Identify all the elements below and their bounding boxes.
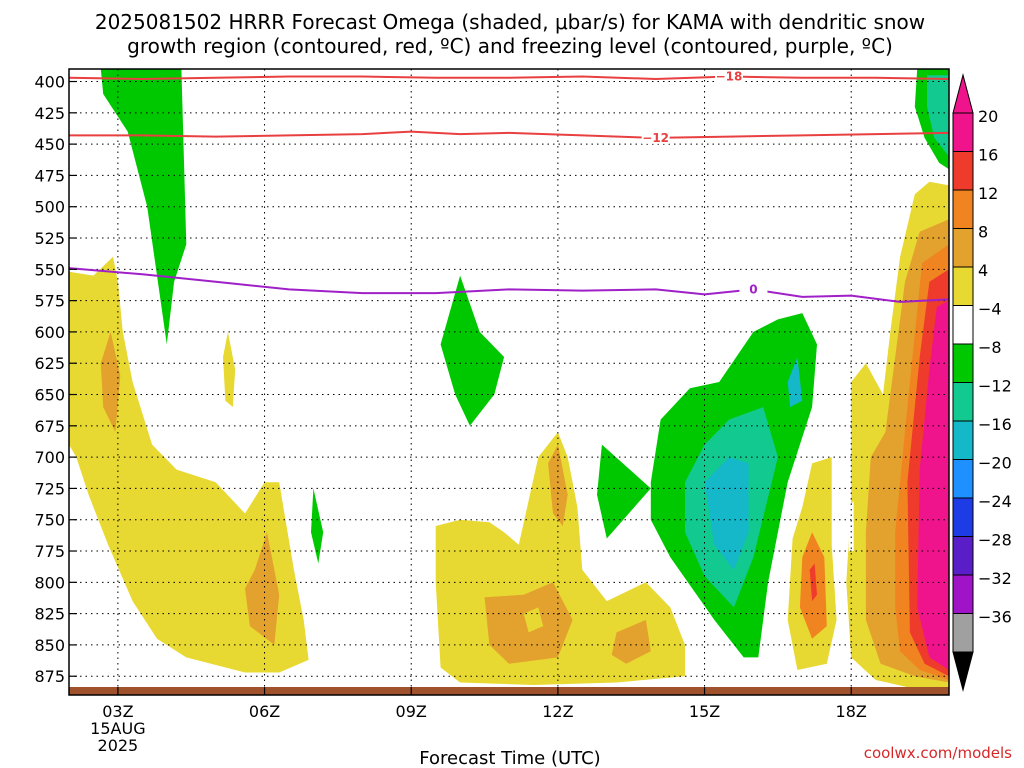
x-tick-label: 15Z <box>689 702 720 721</box>
y-tick-label: 775 <box>34 542 65 561</box>
colorbar-swatch <box>952 497 974 537</box>
omega-region-18 <box>523 607 544 633</box>
colorbar-top-arrow <box>952 73 974 114</box>
colorbar-label: 20 <box>978 107 998 126</box>
y-tick-label: 600 <box>34 323 65 342</box>
omega-region-3 <box>440 275 505 426</box>
credit-text: coolwx.com/models <box>864 744 1012 762</box>
y-tick-label: 825 <box>34 605 65 624</box>
colorbar-swatch <box>952 382 974 422</box>
x-tick-sublabel: 2025 <box>98 736 139 755</box>
colorbar-swatch <box>952 228 974 268</box>
colorbar-label: −36 <box>978 608 1012 627</box>
omega-region-5 <box>597 444 651 539</box>
contour-label-1: −12 <box>642 131 669 145</box>
colorbar-swatch <box>952 459 974 499</box>
x-tick-sublabel: 15AUG <box>90 719 145 738</box>
gridlines <box>69 69 949 695</box>
contour-line-1 <box>69 130 949 139</box>
y-tick-label: 650 <box>34 386 65 405</box>
omega-region-13 <box>223 331 236 407</box>
contour-line-2 <box>69 267 949 303</box>
chart-title-line-2: growth region (contoured, red, ºC) and f… <box>127 34 893 58</box>
y-tick-label: 500 <box>34 198 65 217</box>
x-axis-label: Forecast Time (UTC) <box>419 748 600 768</box>
omega-region-17 <box>611 619 651 664</box>
y-tick-label: 425 <box>34 104 65 123</box>
colorbar-swatch <box>952 189 974 229</box>
colorbar-swatch <box>952 266 974 306</box>
x-tick-label: 18Z <box>836 702 867 721</box>
colorbar-swatch <box>952 574 974 614</box>
y-tick-label: 625 <box>34 354 65 373</box>
x-tick-label: 03Z <box>102 702 133 721</box>
x-tick-label: 12Z <box>542 702 573 721</box>
omega-shading <box>69 69 949 689</box>
colorbar-swatch <box>952 343 974 383</box>
omega-region-15 <box>548 444 568 526</box>
temperature-contours: −18 −12 0 <box>69 69 949 303</box>
y-tick-label: 800 <box>34 573 65 592</box>
colorbar-label: −28 <box>978 531 1012 550</box>
colorbar-swatch <box>952 305 974 345</box>
colorbar-label: −24 <box>978 492 1012 511</box>
omega-colorbar: 20 16 12 8 4 −4 −8 −12 −16 −20 −24 −28 −32 −36 <box>952 73 1012 692</box>
x-tick-label: 09Z <box>396 702 427 721</box>
y-tick-label: 875 <box>34 667 65 686</box>
y-tick-label: 700 <box>34 448 65 467</box>
colorbar-bottom-arrow <box>952 651 974 692</box>
y-tick-label: 575 <box>34 292 65 311</box>
terrain-ground-strip <box>69 687 949 695</box>
omega-region-0 <box>100 69 187 345</box>
colorbar-label: −32 <box>978 569 1012 588</box>
omega-region-26 <box>917 300 949 670</box>
y-tick-label: 525 <box>34 229 65 248</box>
omega-region-21 <box>809 563 817 602</box>
contour-label-2: 0 <box>749 282 757 296</box>
omega-region-10 <box>69 256 309 673</box>
y-axis: 400 425 450 475 500 525 550 575 600 625 650 675 700 7… <box>34 73 77 686</box>
colorbar-swatch <box>952 536 974 576</box>
y-tick-label: 400 <box>34 73 65 92</box>
omega-region-12 <box>245 532 280 645</box>
chart-title-line-1: 2025081502 HRRR Forecast Omega (shaded, … <box>95 10 925 34</box>
colorbar-label: −20 <box>978 454 1012 473</box>
contour-line-0 <box>69 75 949 80</box>
colorbar-label: 12 <box>978 184 998 203</box>
contour-label-0: −18 <box>716 70 743 84</box>
y-tick-label: 725 <box>34 479 65 498</box>
colorbar-swatch <box>952 112 974 152</box>
x-tick-label: 06Z <box>249 702 280 721</box>
y-tick-label: 450 <box>34 135 65 154</box>
colorbar-label: −8 <box>978 338 1002 357</box>
y-tick-label: 550 <box>34 260 65 279</box>
colorbar-swatch <box>952 151 974 191</box>
colorbar-swatch <box>952 613 974 653</box>
colorbar-swatch <box>952 420 974 460</box>
omega-region-9 <box>787 357 803 407</box>
colorbar-label: −12 <box>978 377 1012 396</box>
contour-label-bg <box>739 281 768 296</box>
y-tick-label: 475 <box>34 166 65 185</box>
y-tick-label: 750 <box>34 511 65 530</box>
contour-label-bg <box>715 69 743 83</box>
colorbar-label: −4 <box>978 300 1002 319</box>
omega-region-2 <box>927 75 949 157</box>
omega-region-8 <box>704 457 749 570</box>
y-tick-label: 850 <box>34 636 65 655</box>
colorbar-label: 16 <box>978 146 998 165</box>
plot-frame <box>68 68 950 696</box>
contour-label-bg <box>641 129 670 144</box>
colorbar-label: 4 <box>978 261 988 280</box>
y-tick-label: 675 <box>34 417 65 436</box>
colorbar-label: 8 <box>978 223 988 242</box>
colorbar-label: −16 <box>978 415 1012 434</box>
omega-region-4 <box>311 488 324 564</box>
omega-region-11 <box>100 331 121 433</box>
